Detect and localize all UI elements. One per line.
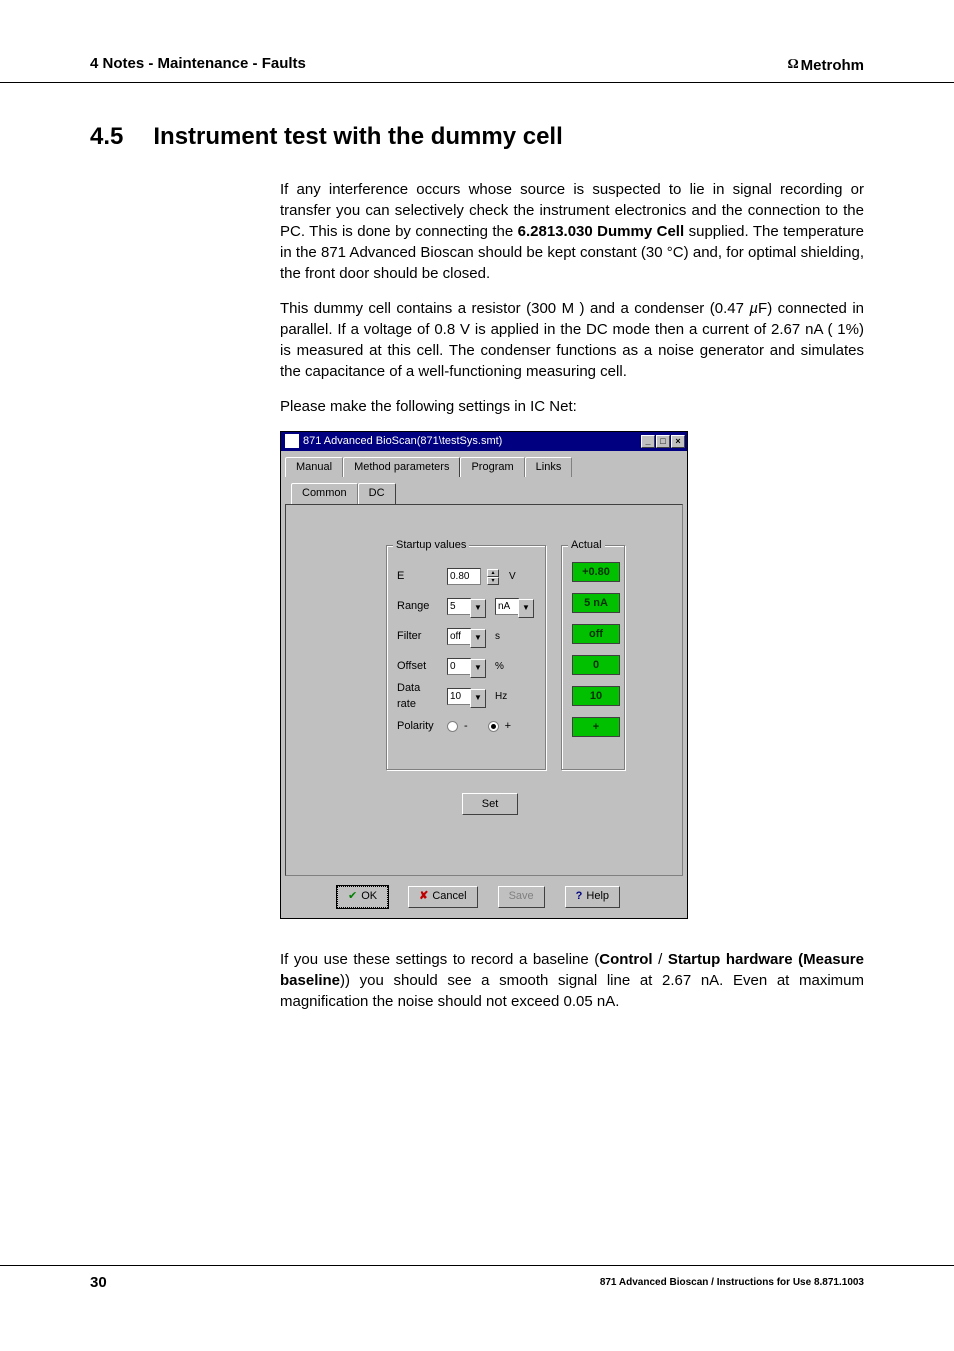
chapter-title: 4 Notes - Maintenance - Faults [90,55,306,72]
main-tabs: Manual Method parameters Program Links [285,457,683,477]
row-polarity: Polarity - + [397,712,535,742]
section-number: 4.5 [90,123,123,151]
polarity-plus-radio[interactable] [488,721,499,732]
dialog-body: Startup values E 0.80 ▴▾ V Range 5 nA Fi… [285,504,683,876]
set-button[interactable]: Set [462,793,518,815]
tab-method-parameters[interactable]: Method parameters [343,457,460,477]
bioscan-dialog: 871 Advanced BioScan(871\testSys.smt) _ … [280,431,688,919]
section-heading: 4.5 Instrument test with the dummy cell [0,83,954,151]
brand-name: Metrohm [801,57,864,74]
page-number: 30 [90,1274,107,1291]
paragraph-1: If any interference occurs whose source … [280,179,864,284]
tab-program[interactable]: Program [460,457,524,477]
subtab-dc[interactable]: DC [358,483,396,503]
cancel-button[interactable]: ✘ Cancel [408,886,477,908]
minimize-button[interactable]: _ [641,435,655,448]
tab-links[interactable]: Links [525,457,573,477]
section-title: Instrument test with the dummy cell [153,123,562,151]
actual-polarity: + [572,717,620,737]
row-e: E 0.80 ▴▾ V [397,562,535,592]
e-spinner[interactable]: ▴▾ [487,569,499,585]
dialog-titlebar: 871 Advanced BioScan(871\testSys.smt) _ … [281,432,687,451]
startup-values-group: Startup values E 0.80 ▴▾ V Range 5 nA Fi… [386,545,546,770]
brand-logo-icon: Ω [787,57,798,73]
check-icon: ✔ [348,889,357,904]
brand: Ω Metrohm [787,57,864,74]
e-input[interactable]: 0.80 [447,568,481,585]
range-select[interactable]: 5 [447,598,471,615]
dummy-cell-part: 6.2813.030 Dummy Cell [518,223,685,240]
row-offset: Offset 0 % [397,652,535,682]
sub-tabs: Common DC [291,483,683,503]
paragraph-2: This dummy cell contains a resistor (300… [280,298,864,382]
body-text: If any interference occurs whose source … [0,151,954,1012]
actual-group: Actual +0.80 5 nA off 0 10 + [561,545,625,770]
maximize-button[interactable]: □ [656,435,670,448]
datarate-select[interactable]: 10 [447,688,471,705]
offset-select[interactable]: 0 [447,658,471,675]
tab-manual[interactable]: Manual [285,457,343,477]
ok-button[interactable]: ✔ OK [337,886,388,908]
startup-legend: Startup values [393,538,469,553]
subtab-common[interactable]: Common [291,483,358,503]
filter-select[interactable]: off [447,628,471,645]
close-button[interactable]: × [671,435,685,448]
help-button[interactable]: ? Help [565,886,620,908]
window-icon [285,434,299,448]
actual-legend: Actual [568,538,605,553]
page-footer: 30 871 Advanced Bioscan / Instructions f… [0,1265,954,1291]
actual-range: 5 nA [572,593,620,613]
polarity-minus-radio[interactable] [447,721,458,732]
paragraph-4: If you use these settings to record a ba… [280,949,864,1012]
window-title: 871 Advanced BioScan(871\testSys.smt) [303,434,502,449]
x-icon: ✘ [419,889,428,904]
row-datarate: Data rate 10 Hz [397,682,535,712]
question-icon: ? [576,889,583,904]
actual-filter: off [572,624,620,644]
actual-offset: 0 [572,655,620,675]
footer-text: 871 Advanced Bioscan / Instructions for … [600,1277,864,1288]
page-header: 4 Notes - Maintenance - Faults Ω Metrohm [0,0,954,83]
row-range: Range 5 nA [397,592,535,622]
paragraph-3: Please make the following settings in IC… [280,396,864,417]
dialog-screenshot: 871 Advanced BioScan(871\testSys.smt) _ … [280,431,864,919]
dialog-buttons: ✔ OK ✘ Cancel Save ? Help [281,880,687,918]
actual-e: +0.80 [572,562,620,582]
row-filter: Filter off s [397,622,535,652]
range-unit-select[interactable]: nA [495,598,519,615]
save-button[interactable]: Save [498,886,545,908]
actual-datarate: 10 [572,686,620,706]
